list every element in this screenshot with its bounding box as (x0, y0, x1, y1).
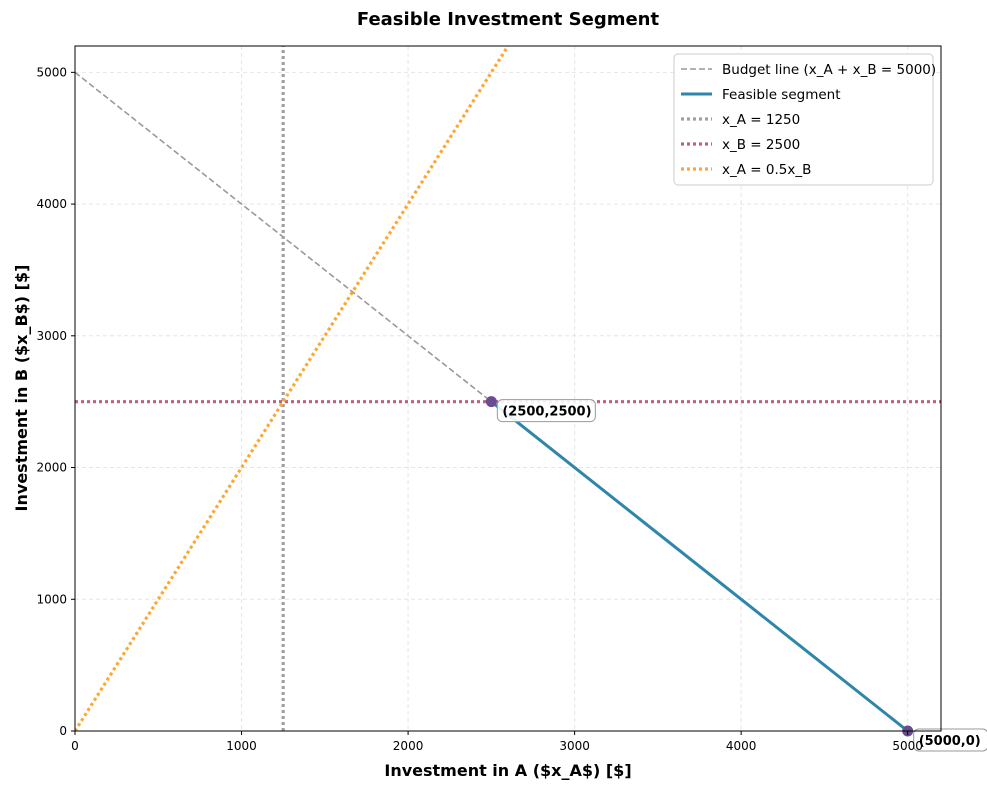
series-line-1 (490, 400, 909, 731)
legend-label-0: Budget line (x_A + x_B = 5000) (722, 62, 936, 78)
data-points: (2500,2500) (5000,0) (485, 396, 987, 752)
y-tick-label: 0 (59, 724, 67, 738)
y-tick-label: 3000 (36, 329, 67, 343)
x-tick-label: 3000 (559, 739, 590, 753)
y-axis-title: Investment in B ($x_B$) [$] (12, 265, 31, 512)
legend: Budget line (x_A + x_B = 5000) Feasible s… (673, 53, 936, 186)
y-tick-label: 1000 (36, 592, 67, 606)
legend-box (673, 53, 934, 186)
point-label-1: (5000,0) (919, 734, 981, 749)
point-label-box-0 (496, 399, 596, 423)
y-tick-label: 5000 (36, 65, 67, 79)
legend-label-1: Feasible segment (722, 87, 841, 103)
legend-label-2: x_A = 1250 (722, 112, 800, 128)
chart-title: Feasible Investment Segment (357, 9, 660, 30)
plot-frame (74, 45, 942, 732)
x-axis-title: Investment in A ($x_A$) [$] (384, 761, 631, 780)
x-tick-label: 2000 (393, 739, 424, 753)
x-tick-label: 4000 (726, 739, 757, 753)
y-tick-label: 2000 (36, 461, 67, 475)
data-point-0 (485, 396, 497, 408)
y-tick-label: 4000 (36, 197, 67, 211)
x-tick-label: 0 (71, 739, 79, 753)
x-axis-ticks: 0 1000 2000 3000 4000 5000 (71, 731, 923, 753)
legend-label-3: x_B = 2500 (722, 137, 800, 153)
legend-label-4: x_A = 0.5x_B (722, 162, 811, 178)
point-label-box-1 (913, 728, 987, 752)
x-tick-label: 1000 (226, 739, 257, 753)
point-label-0: (2500,2500) (502, 405, 591, 420)
x-tick-label: 5000 (892, 739, 923, 753)
y-axis-ticks: 0 1000 2000 3000 4000 5000 (36, 65, 75, 738)
